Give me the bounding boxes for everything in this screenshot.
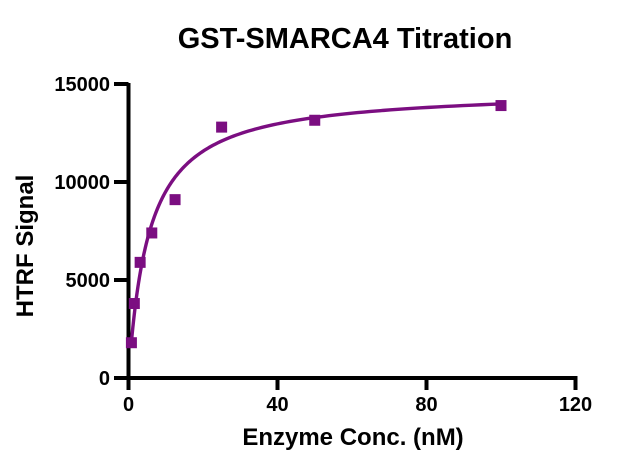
data-point-marker: [146, 227, 158, 239]
data-point-marker: [495, 100, 507, 112]
x-tick-label: 80: [415, 394, 437, 416]
data-points: [125, 100, 507, 349]
y-axis-tick-labels: 0 5000 10000 15000: [54, 74, 110, 390]
x-axis-tick-labels: 0 40 80 120: [123, 394, 592, 416]
y-axis-ticks: [114, 82, 129, 380]
fit-curve: [129, 102, 503, 344]
data-point-marker: [134, 256, 146, 268]
x-axis-label: Enzyme Conc. (nM): [242, 424, 463, 451]
data-point-marker: [309, 114, 321, 126]
x-tick-label: 120: [559, 394, 592, 416]
x-axis-ticks: [126, 378, 578, 390]
x-tick-label: 40: [266, 394, 288, 416]
data-point-marker: [125, 337, 137, 349]
data-point-marker: [169, 194, 181, 206]
chart-title: GST-SMARCA4 Titration: [178, 23, 513, 55]
y-tick-label: 0: [99, 368, 110, 390]
y-tick-label: 10000: [54, 172, 110, 194]
y-tick-label: 15000: [54, 74, 110, 96]
data-point-marker: [128, 298, 140, 310]
axes: [114, 82, 578, 390]
y-tick-label: 5000: [66, 270, 111, 292]
y-axis-label: HTRF Signal: [12, 175, 39, 318]
x-tick-label: 0: [123, 394, 134, 416]
data-point-marker: [216, 121, 228, 133]
